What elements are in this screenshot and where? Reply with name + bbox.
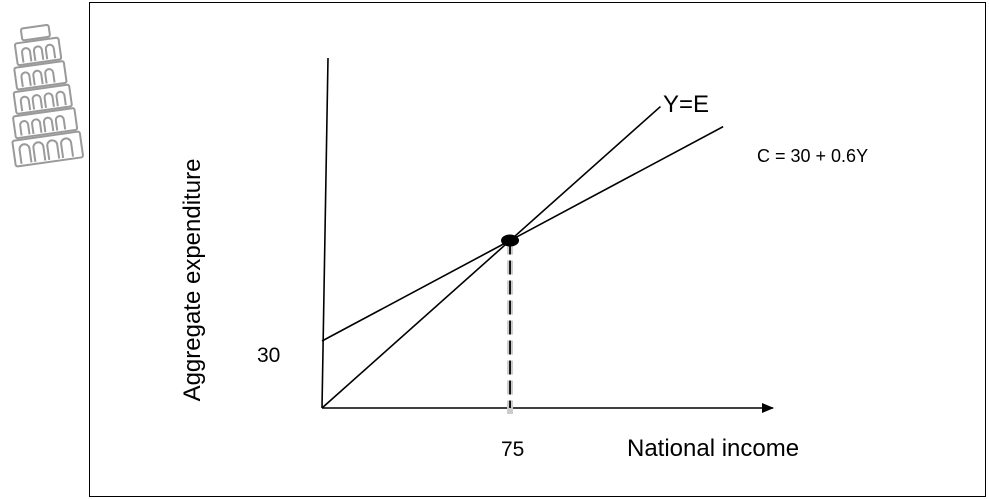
y-axis-label: Aggregate expenditure — [179, 158, 206, 402]
series-line-consumption — [321, 125, 724, 342]
series-label-y-equals-e: Y=E — [663, 91, 710, 118]
y-axis — [321, 57, 329, 409]
y-tick-label: 30 — [257, 344, 281, 367]
x-axis-label: National income — [627, 435, 800, 462]
leaning-tower-icon — [11, 23, 84, 168]
figure-frame — [89, 2, 986, 497]
series-line-y-equals-e — [321, 105, 661, 409]
equilibrium-point — [501, 234, 520, 247]
series-label-consumption: C = 30 + 0.6Y — [757, 146, 869, 166]
x-tick-label: 75 — [501, 438, 525, 461]
